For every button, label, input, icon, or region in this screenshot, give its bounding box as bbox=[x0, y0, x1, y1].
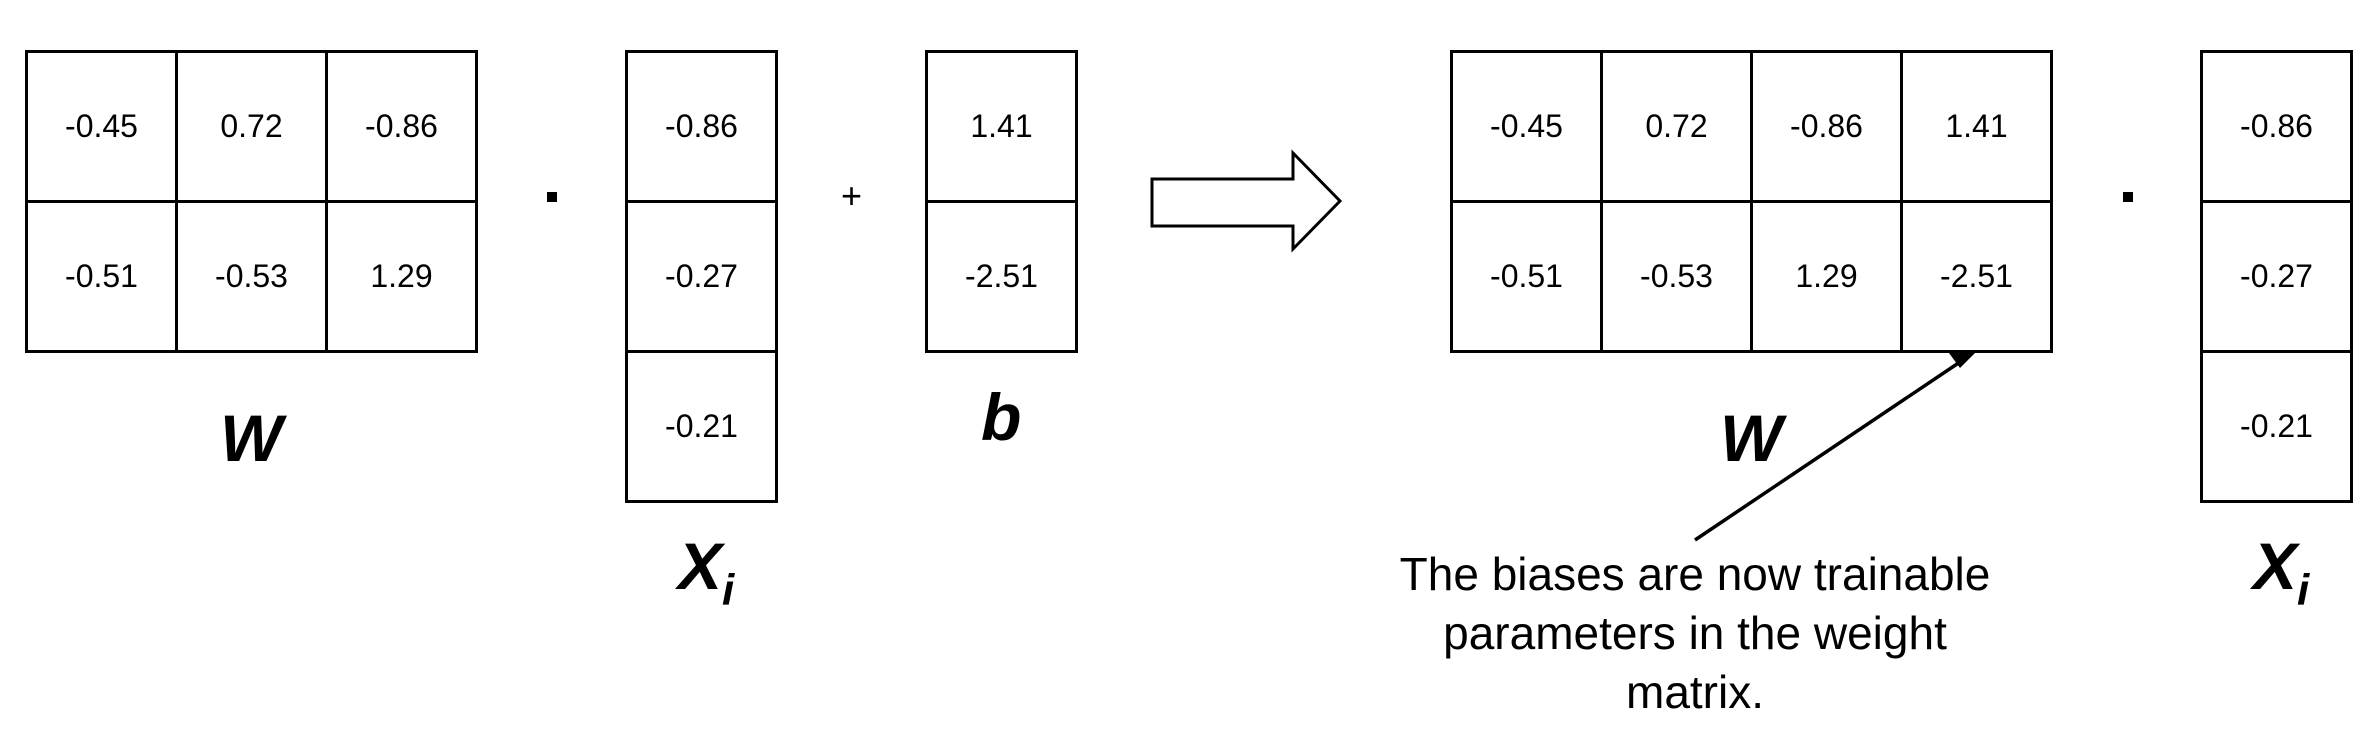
transform-arrow-icon bbox=[1150, 149, 1343, 253]
right-multiply-operator bbox=[2123, 192, 2133, 202]
plus-operator: + bbox=[841, 175, 863, 216]
matrix-cell: -0.51 bbox=[1453, 203, 1603, 353]
matrix-cell: -0.51 bbox=[28, 203, 178, 353]
matrix-cell: -0.27 bbox=[628, 203, 778, 353]
matrix-cell: 0.72 bbox=[178, 53, 328, 203]
right-input-label: Xi bbox=[2253, 529, 2310, 615]
matrix-cell: -0.45 bbox=[28, 53, 178, 203]
bias-vector: 1.41 -2.51 bbox=[925, 50, 1078, 353]
matrix-cell: -0.86 bbox=[328, 53, 478, 203]
matrix-cell: -0.53 bbox=[1603, 203, 1753, 353]
left-weight-label: W bbox=[220, 401, 283, 475]
annotation-pointer-line bbox=[1694, 360, 1961, 542]
annotation-line: The biases are now trainable bbox=[1399, 548, 1991, 600]
left-input-label: Xi bbox=[678, 529, 735, 615]
left-input-vector: -0.86 -0.27 -0.21 bbox=[625, 50, 778, 503]
annotation-line: parameters in the weight bbox=[1443, 607, 1947, 659]
matrix-cell: 1.29 bbox=[328, 203, 478, 353]
matrix-cell: -0.53 bbox=[178, 203, 328, 353]
matrix-cell: -0.86 bbox=[1753, 53, 1903, 203]
matrix-cell: -2.51 bbox=[1903, 203, 2053, 353]
right-weight-label: W bbox=[1720, 401, 1783, 475]
bias-label: b bbox=[981, 380, 1022, 454]
matrix-cell: 1.29 bbox=[1753, 203, 1903, 353]
matrix-cell: 1.41 bbox=[928, 53, 1078, 203]
bias-annotation: The biases are now trainable parameters … bbox=[1365, 545, 2025, 722]
left-multiply-operator bbox=[547, 192, 557, 202]
right-augmented-weight-matrix: -0.45 0.72 -0.86 1.41 -0.51 -0.53 1.29 -2.51 bbox=[1450, 50, 2053, 353]
matrix-cell: 1.41 bbox=[1903, 53, 2053, 203]
left-weight-matrix: -0.45 0.72 -0.86 -0.51 -0.53 1.29 bbox=[25, 50, 478, 353]
matrix-cell: -0.21 bbox=[2203, 353, 2353, 503]
matrix-cell: -0.86 bbox=[2203, 53, 2353, 203]
annotation-pointer-arrowhead-icon bbox=[1949, 351, 1977, 368]
matrix-cell: -0.21 bbox=[628, 353, 778, 503]
annotation-line: matrix. bbox=[1626, 666, 1764, 718]
matrix-cell: -0.45 bbox=[1453, 53, 1603, 203]
matrix-cell: -2.51 bbox=[928, 203, 1078, 353]
matrix-cell: 0.72 bbox=[1603, 53, 1753, 203]
right-input-vector: -0.86 -0.27 -0.21 bbox=[2200, 50, 2353, 503]
matrix-cell: -0.86 bbox=[628, 53, 778, 203]
matrix-cell: -0.27 bbox=[2203, 203, 2353, 353]
